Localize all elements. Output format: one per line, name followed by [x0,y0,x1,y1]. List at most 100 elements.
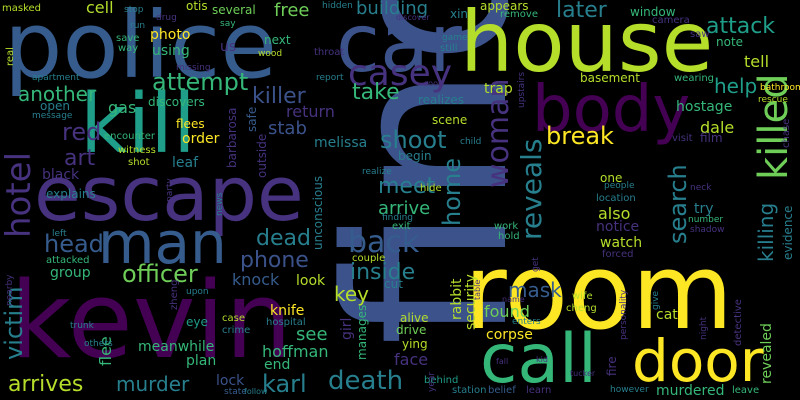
word-eye: eye [186,315,208,329]
word-tell: tell [744,52,770,71]
word-way: way [118,43,139,54]
word-kill: kill [80,77,196,172]
word-break: break [546,122,614,150]
word-try: try [694,201,714,217]
word-stop: stop [124,5,144,15]
word-cut: cut [384,277,403,291]
word-couple: couple [352,253,386,264]
word-soon: soon [424,79,444,88]
word-location: location [596,193,636,204]
word-basement: basement [580,71,640,85]
word-shadow: shadow [690,225,725,235]
word-visit: visit [672,133,693,144]
word-shoot: shoot [380,126,447,154]
word-notice: notice [596,219,640,235]
word-take: take [352,80,400,105]
word-melissa: melissa [314,135,368,151]
word-say: say [220,19,236,29]
word-free: free [274,0,310,21]
word-explains: explains [46,187,96,201]
word-home: home [438,157,466,226]
word-report: report [316,73,344,83]
word-house: house [460,0,714,91]
word-enters: enters [512,317,541,327]
word-work: work [494,221,519,232]
word-discovers: discovers [148,95,205,109]
word-real: real [5,47,16,66]
word-run: run [130,21,146,31]
word-rabbit: rabbit [449,278,465,321]
word-people: people [604,181,635,191]
word-murdered: murdered [656,383,725,399]
word-however: however [610,385,649,395]
word-kid: kid [536,355,548,364]
word-barbarosa: barbarosa [225,107,239,169]
word-gas: gas [108,98,137,117]
word-learn: learn [526,385,552,396]
word-fire: fire [605,356,619,376]
word-give: give [651,290,661,310]
word-forced: forced [602,249,634,260]
word-body: body [532,73,691,147]
word-revealed: revealed [759,323,775,384]
word-watch: watch [600,235,643,251]
word-wearing: wearing [674,73,715,84]
word-case: case [222,313,245,324]
word-building: building [356,0,429,19]
word-found: found [484,302,530,321]
word-cell: cell [86,0,114,17]
word-left: left [52,229,67,239]
word-killer: killer [252,84,306,109]
word-chase: chase [781,118,792,148]
word-otis: otis [186,0,208,13]
word-room: room [464,231,734,353]
word-escape: escape [34,149,304,238]
word-casey: casey [348,53,453,94]
word-knock: knock [232,270,280,289]
word-rescue: rescue [758,95,788,105]
word-next: next [264,33,291,47]
word-look: look [296,273,326,289]
word-face: face [394,350,429,369]
word-murder: murder [116,372,190,396]
word-drive: drive [396,323,427,337]
word-camera: camera [652,15,690,26]
word-detective: detective [733,299,744,346]
word-also: also [598,204,631,223]
word-inside: inside [350,260,416,285]
word-begin: begin [398,149,432,163]
word-note: note [716,35,744,49]
word-red: red [62,118,102,146]
word-cheng: cheng [566,303,597,314]
word-state: state [224,387,247,397]
word-drug: drug [156,13,177,23]
word-flees: flees [176,117,205,131]
word-save: save [116,33,140,44]
word-call: call [480,320,597,399]
word-others: others [84,339,113,349]
word-realizes: realizes [418,93,465,107]
word-appears: appears [480,0,529,13]
word-us: us [220,39,237,55]
word-meanwhile: meanwhile [138,339,215,355]
word-dale: dale [700,118,735,137]
word-open: open [40,99,70,113]
word-table: table [473,279,482,300]
word-police: police [4,0,277,99]
word-year: year [427,371,437,392]
word-several: several [212,3,256,17]
word-zheng: zheng [169,279,180,310]
word-meet: meet [378,174,436,199]
word-plan: plan [186,353,217,369]
word-message: message [32,111,73,121]
word-leave: leave [732,385,760,396]
word-man: man [98,209,227,277]
word-discover: discover [396,13,430,22]
word-child: child [460,137,482,147]
word-masked: masked [2,3,42,14]
word-personality: personality [619,289,629,340]
word-exit: exit [392,221,411,232]
word-reveals: reveals [515,138,548,240]
word-upon: upon [186,287,209,297]
